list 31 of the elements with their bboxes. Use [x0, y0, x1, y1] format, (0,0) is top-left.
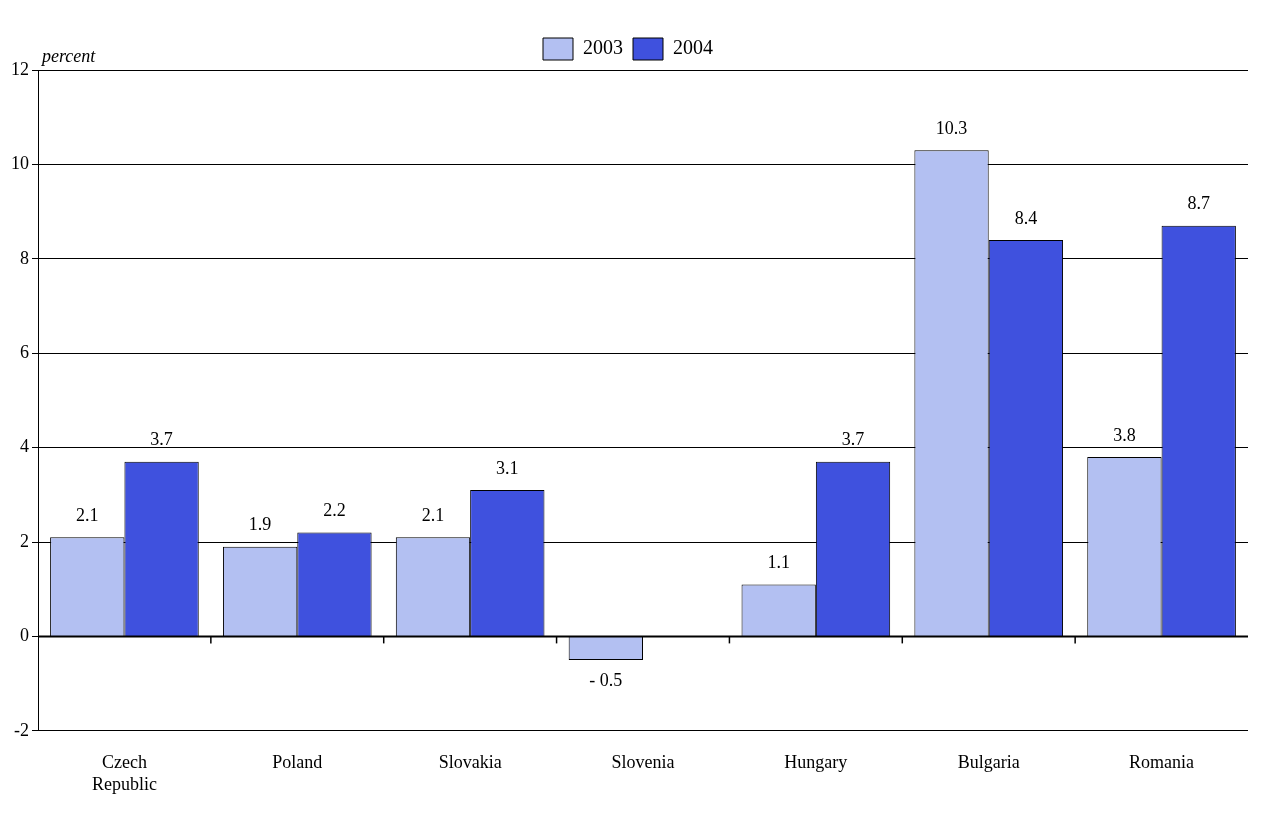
data-label: 8.4: [1014, 207, 1038, 228]
y-tick-label: 8: [20, 247, 29, 268]
data-label: 1.9: [248, 514, 272, 535]
y-tick-label: 6: [20, 341, 29, 362]
data-label: 3.1: [496, 457, 519, 478]
y-tick-label: 12: [11, 58, 29, 79]
legend-label: 2004: [673, 36, 713, 59]
data-label: 2.1: [421, 505, 445, 526]
y-tick-label: -2: [14, 719, 29, 740]
x-tick-label: Slovenia: [611, 752, 675, 773]
x-tick-label: Romania: [1129, 752, 1195, 773]
x-tick-label: Czech Republic: [91, 752, 157, 794]
data-label: - 0.5: [589, 669, 623, 690]
data-label: 3.7: [841, 429, 865, 450]
y-tick-label: 10: [11, 153, 29, 174]
data-label: 3.7: [150, 429, 173, 450]
x-tick-label: Poland: [272, 752, 323, 773]
x-tick-label: Slovakia: [438, 752, 502, 773]
x-tick-label: Bulgaria: [957, 752, 1020, 773]
y-tick-label: 0: [20, 625, 29, 646]
y-tick-label: 2: [20, 530, 29, 551]
data-label: 1.1: [767, 552, 790, 573]
x-tick-label: Hungary: [784, 752, 848, 773]
data-label: 2.2: [323, 500, 346, 521]
data-label: 2.1: [76, 505, 99, 526]
data-label: 8.7: [1187, 193, 1210, 214]
legend-label: 2003: [583, 36, 623, 59]
data-label: 10.3: [935, 117, 968, 138]
y-tick-label: 4: [20, 436, 29, 457]
data-label: 3.8: [1113, 424, 1136, 445]
y-axis-title: percent: [40, 45, 97, 66]
